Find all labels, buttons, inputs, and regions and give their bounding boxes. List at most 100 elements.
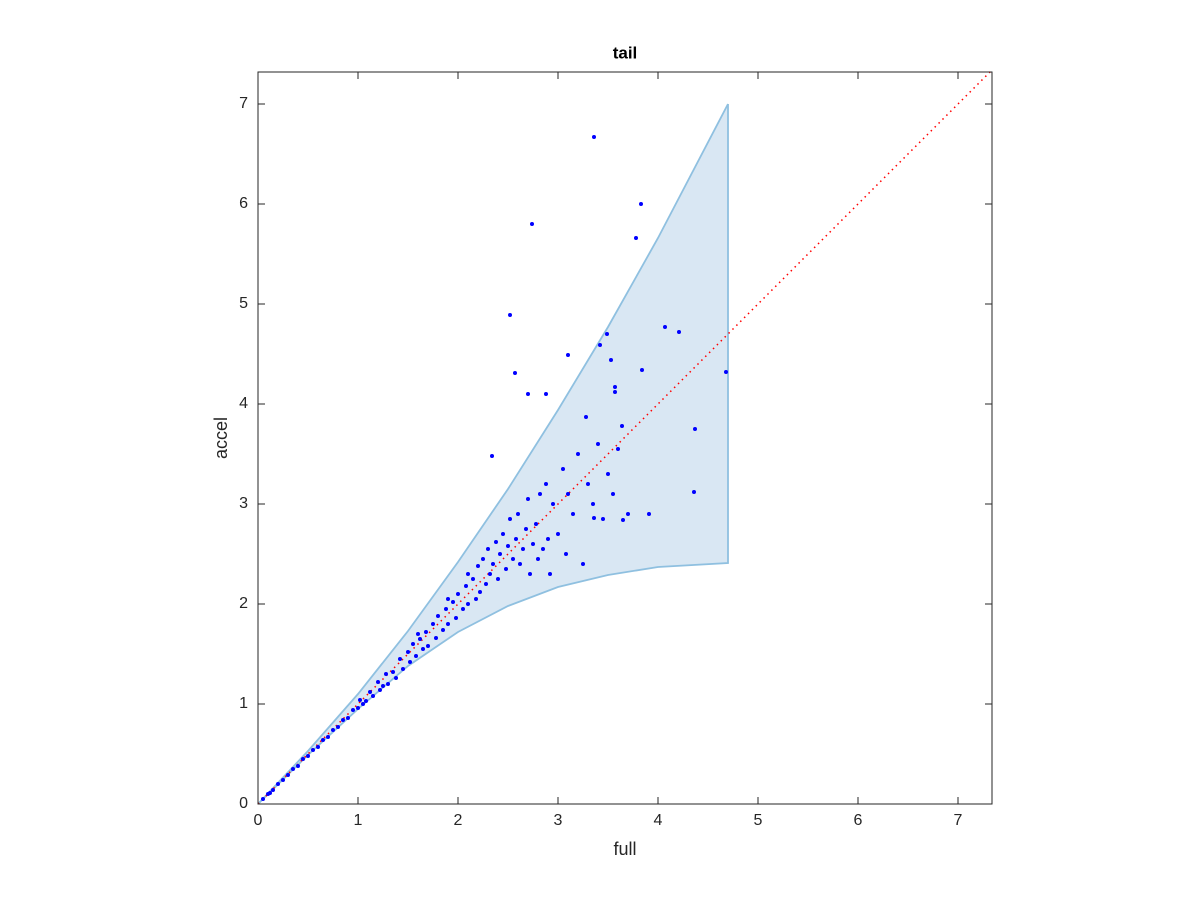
point [571, 512, 575, 516]
y-tick-label: 4 [239, 395, 248, 412]
point [693, 427, 697, 431]
point [606, 472, 610, 476]
point [394, 676, 398, 680]
point [351, 708, 355, 712]
point [436, 614, 440, 618]
point [551, 502, 555, 506]
point [506, 544, 510, 548]
y-tick-label: 0 [239, 795, 248, 812]
point [378, 688, 382, 692]
point [640, 368, 644, 372]
point [546, 537, 550, 541]
point [408, 660, 412, 664]
point [316, 745, 320, 749]
point [677, 330, 681, 334]
point [434, 636, 438, 640]
point [358, 698, 362, 702]
point [576, 452, 580, 456]
point [498, 552, 502, 556]
point [454, 616, 458, 620]
point [426, 644, 430, 648]
point [391, 670, 395, 674]
point [526, 392, 530, 396]
point [561, 467, 565, 471]
point [446, 622, 450, 626]
x-tick-label: 2 [454, 812, 463, 829]
point [524, 527, 528, 531]
point [461, 607, 465, 611]
chart-title: tail [613, 43, 638, 62]
point [301, 757, 305, 761]
point [508, 313, 512, 317]
point [494, 540, 498, 544]
point [556, 532, 560, 536]
point [605, 332, 609, 336]
point [621, 518, 625, 522]
point [451, 600, 455, 604]
point [501, 532, 505, 536]
point [514, 537, 518, 541]
point [466, 602, 470, 606]
point [481, 557, 485, 561]
point [496, 577, 500, 581]
point [692, 490, 696, 494]
point [521, 547, 525, 551]
point [486, 547, 490, 551]
y-axis-label: accel [211, 417, 231, 459]
point [401, 667, 405, 671]
point [474, 597, 478, 601]
point [491, 562, 495, 566]
point [586, 482, 590, 486]
x-tick-label: 4 [654, 812, 663, 829]
point [276, 782, 280, 786]
point [341, 718, 345, 722]
point [592, 516, 596, 520]
point [321, 738, 325, 742]
point [626, 512, 630, 516]
point [356, 706, 360, 710]
point [504, 567, 508, 571]
point [663, 325, 667, 329]
point [564, 552, 568, 556]
point [544, 482, 548, 486]
x-tick-label: 7 [954, 812, 963, 829]
point [584, 415, 588, 419]
point [411, 642, 415, 646]
point [444, 607, 448, 611]
y-tick-label: 2 [239, 595, 248, 612]
point [416, 632, 420, 636]
point [421, 647, 425, 651]
point [424, 630, 428, 634]
point [531, 542, 535, 546]
point [296, 764, 300, 768]
x-tick-label: 0 [254, 812, 263, 829]
point [484, 582, 488, 586]
point [544, 392, 548, 396]
point [381, 684, 385, 688]
point [513, 371, 517, 375]
point [261, 797, 265, 801]
point [441, 628, 445, 632]
point [286, 773, 290, 777]
point [271, 788, 275, 792]
y-tick-label: 5 [239, 295, 248, 312]
point [364, 699, 368, 703]
point [456, 592, 460, 596]
point [526, 497, 530, 501]
x-tick-label: 6 [854, 812, 863, 829]
point [724, 370, 728, 374]
point [490, 454, 494, 458]
point [361, 702, 365, 706]
point [346, 716, 350, 720]
point [326, 735, 330, 739]
point [368, 690, 372, 694]
point [306, 754, 310, 758]
point [466, 572, 470, 576]
x-tick-label: 1 [354, 812, 363, 829]
point [609, 358, 613, 362]
point [647, 512, 651, 516]
x-tick-label: 3 [554, 812, 563, 829]
point [331, 728, 335, 732]
point [566, 353, 570, 357]
point [592, 135, 596, 139]
